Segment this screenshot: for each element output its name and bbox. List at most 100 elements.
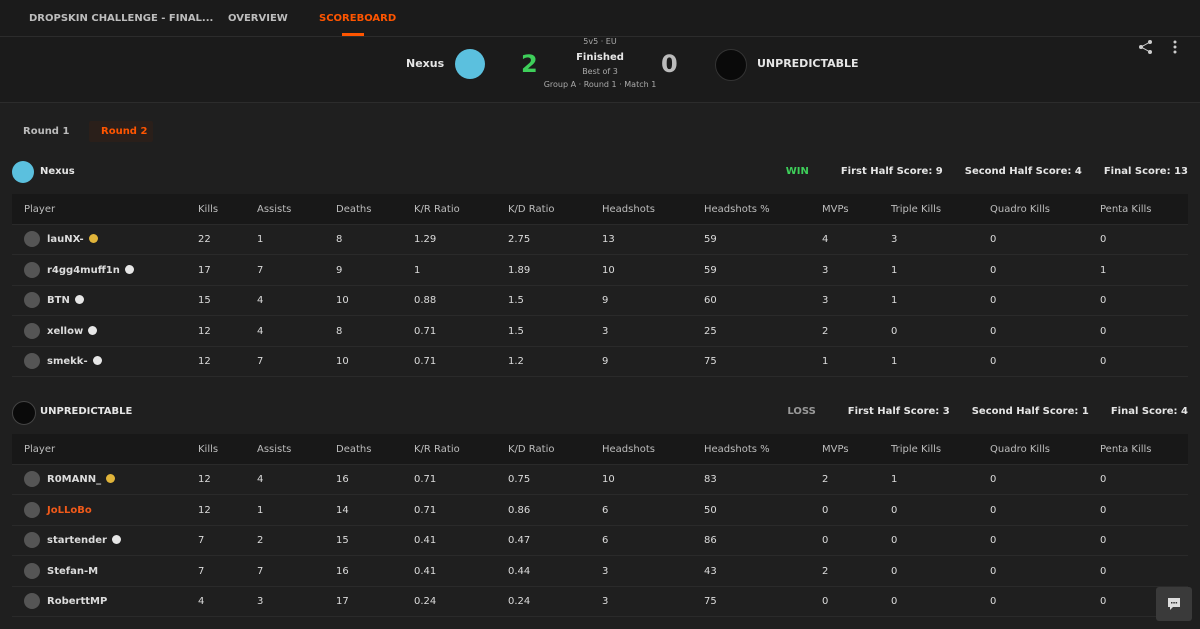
stat: 1: [257, 504, 264, 516]
stat: 0: [891, 504, 898, 516]
stat: 86: [704, 535, 717, 546]
player-name[interactable]: startender: [47, 535, 107, 546]
stat: 10: [602, 264, 615, 276]
player-name[interactable]: Stefan-M: [47, 565, 99, 577]
stat: 0: [990, 234, 997, 245]
stat: 22: [198, 234, 211, 245]
stat: 50: [704, 504, 717, 516]
stat: 4: [257, 474, 264, 485]
more-button[interactable]: [1172, 39, 1178, 55]
stat: 14: [336, 504, 349, 516]
player-row: startender 7 2 15 0.41 0.47 6 86 0 0 0 0: [12, 525, 1188, 556]
stat: 0: [1100, 295, 1107, 306]
player-cell: BTN: [47, 295, 84, 306]
player-cell: Stefan-M: [47, 566, 98, 577]
final-score: Final Score: 13: [1103, 166, 1188, 177]
second-half-score: Second Half Score: 4: [964, 166, 1082, 177]
nav-tab[interactable]: OVERVIEW: [228, 13, 288, 24]
stat: 0: [1100, 596, 1107, 607]
nav-bar: DROPSKIN CHALLENGE - FINAL... OVERVIEW S…: [0, 0, 1200, 37]
player-name[interactable]: lauNX-: [47, 234, 84, 245]
player-name[interactable]: R0MANN_: [47, 474, 102, 485]
stat: 7: [257, 565, 264, 577]
result: WIN: [785, 166, 809, 177]
stat: 10: [602, 474, 615, 485]
stat: 7: [198, 535, 205, 546]
stat: 2.75: [508, 234, 531, 245]
player-name[interactable]: JoLLoBo: [47, 504, 92, 516]
stat: 1.5: [508, 295, 524, 306]
stat: 1: [891, 264, 898, 276]
stat: 0: [990, 474, 997, 485]
round-tab[interactable]: Round 1: [23, 126, 70, 137]
chat-icon: [1168, 598, 1180, 610]
player-avatar: [24, 261, 40, 278]
best-of: Best of 3: [582, 67, 618, 76]
column-header: Deaths: [336, 444, 372, 455]
column-header: K/R Ratio: [414, 444, 460, 455]
stat: 0: [1100, 474, 1107, 485]
chat-button[interactable]: [1156, 587, 1192, 621]
match-header: Nexus 2 5v5 · EU Finished Best of 3 Grou…: [0, 37, 1200, 103]
player-row: lauNX- 22 1 8 1.29 2.75 13 59 4 3 0 0: [12, 224, 1188, 255]
stat: 6: [602, 535, 609, 546]
player-row: JoLLoBo 12 1 14 0.71 0.86 6 50 0 0 0 0: [12, 495, 1188, 526]
stat: 0: [990, 535, 997, 546]
stat: 1.2: [508, 356, 524, 367]
stat: 6: [602, 504, 609, 516]
player-cell: startender: [47, 535, 121, 546]
table-header: Player Kills Assists Deaths K/R Ratio K/D Rat…: [12, 194, 1188, 225]
stat: 75: [704, 356, 717, 367]
stat: 0: [990, 565, 997, 577]
player-row: RoberttMP 4 3 17 0.24 0.24 3 75 0 0 0 0: [12, 586, 1188, 617]
stat: 4: [257, 295, 264, 306]
column-header: Headshots: [602, 204, 655, 215]
stat: 25: [704, 325, 717, 337]
stat: 2: [822, 565, 829, 577]
stat: 3: [891, 234, 898, 245]
verified-badge: [111, 535, 121, 544]
stat: 8: [336, 234, 343, 245]
stat: 75: [704, 596, 717, 607]
stat: 83: [704, 474, 717, 485]
column-header: Player: [24, 204, 56, 215]
column-header: Triple Kills: [891, 444, 942, 455]
stat: 4: [822, 234, 829, 245]
player-row: smekk- 12 7 10 0.71 1.2 9 75 1 1 0 0: [12, 346, 1188, 377]
stat: 0: [990, 325, 997, 337]
player-name[interactable]: BTN: [47, 295, 70, 306]
round-tab-active[interactable]: Round 2: [89, 121, 153, 142]
player-name[interactable]: smekk-: [47, 356, 88, 367]
stat: 10: [336, 295, 349, 306]
team-scores: WIN First Half Score: 9 Second Half Score:…: [786, 166, 1188, 177]
column-header: Kills: [198, 204, 219, 215]
player-name[interactable]: r4gg4muff1n: [47, 264, 120, 276]
player-name[interactable]: RoberttMP: [47, 596, 108, 607]
column-header: MVPs: [822, 204, 849, 215]
stat: 1: [414, 264, 421, 276]
stat: 0.41: [414, 535, 437, 546]
nav-tab[interactable]: DROPSKIN CHALLENGE - FINAL...: [29, 13, 214, 24]
column-header: K/R Ratio: [414, 204, 460, 215]
team2-score: 0: [661, 50, 678, 78]
stat: 0.75: [508, 474, 531, 485]
team-header: UNPREDICTABLE LOSS First Half Score: 3 Seco…: [12, 400, 1188, 425]
player-name[interactable]: xellow: [47, 325, 84, 337]
stat: 12: [198, 504, 211, 516]
team2-name: UNPREDICTABLE: [757, 57, 859, 70]
share-button[interactable]: [1138, 39, 1154, 55]
stat: 0.86: [508, 504, 531, 516]
player-avatar: [24, 353, 40, 369]
column-header: Kills: [198, 444, 219, 455]
stat: 0: [990, 596, 997, 607]
stat: 0.41: [414, 565, 437, 577]
stat: 0: [891, 325, 898, 337]
player-avatar: [24, 532, 40, 548]
column-header: Headshots %: [704, 204, 770, 215]
stat: 0: [822, 504, 829, 516]
player-avatar: [24, 322, 40, 339]
column-header: Assists: [257, 204, 292, 215]
result: LOSS: [787, 406, 816, 417]
stat: 9: [336, 264, 343, 276]
nav-tab[interactable]: SCOREBOARD: [319, 13, 397, 24]
